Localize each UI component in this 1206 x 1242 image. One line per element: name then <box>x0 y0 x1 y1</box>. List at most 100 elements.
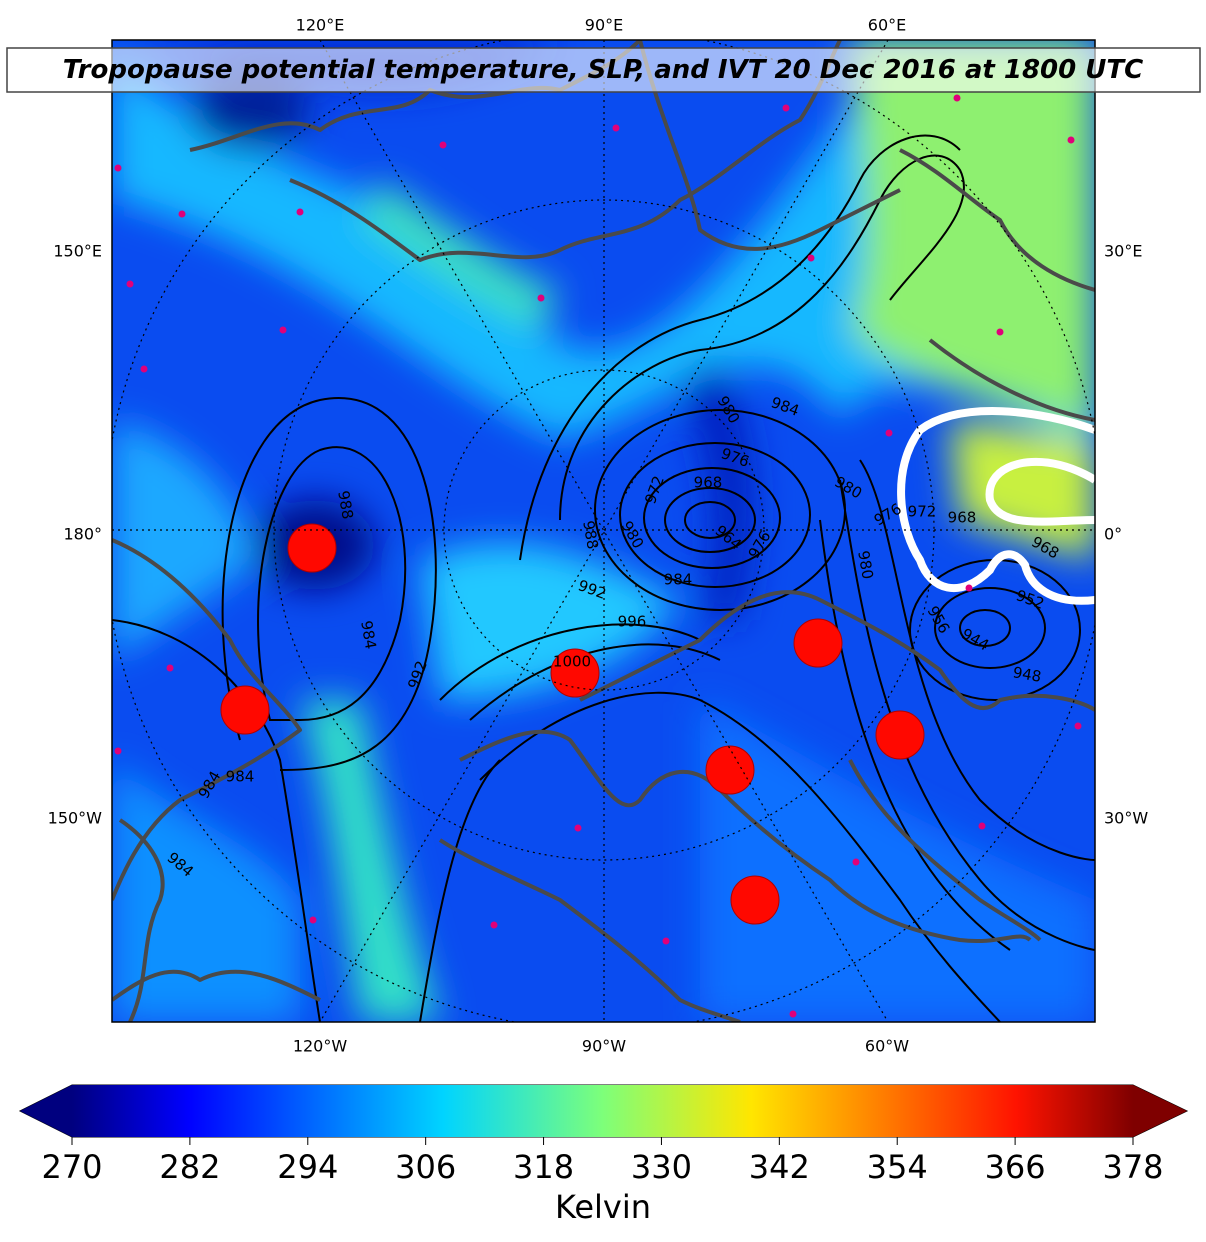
longitude-labels: 120°E 90°E 60°E 120°W 90°W 60°W 150°E 180° 150°W… <box>48 16 1149 1056</box>
coastlines-part <box>112 538 302 901</box>
ivt-markers-part <box>287 523 337 573</box>
colorbar-tick-label: 282 <box>159 1148 220 1186</box>
slp-contours-part <box>839 479 1095 951</box>
station-markers-part <box>1074 722 1082 730</box>
slp-contours-part <box>819 519 1011 951</box>
coastlines-part <box>848 759 1042 942</box>
colorbar-label: Kelvin <box>555 1188 651 1226</box>
station-markers-part <box>309 916 317 924</box>
longitude-label: 120°E <box>296 16 345 35</box>
coastlines-part <box>289 40 842 262</box>
slp-contours-part <box>519 134 961 561</box>
slp-contours-part <box>479 691 1001 1022</box>
station-markers-part <box>662 937 670 945</box>
coastlines-part <box>579 590 1095 712</box>
station-markers-part <box>852 858 860 866</box>
slp-contours-part <box>469 643 721 721</box>
ivt-contour-part <box>897 407 1095 605</box>
station-markers-part <box>114 747 122 755</box>
station-markers-part <box>574 824 582 832</box>
temperature-field-part <box>112 420 260 660</box>
station-markers-part <box>953 94 961 102</box>
title-box <box>6 47 1201 93</box>
colorbar-tick-label: 318 <box>513 1148 574 1186</box>
colorbar <box>72 1085 1133 1137</box>
slp-contours-part <box>684 501 736 539</box>
slp-contours-part <box>559 154 965 521</box>
longitude-label: 120°W <box>293 1037 348 1056</box>
longitude-label: 90°W <box>582 1037 626 1056</box>
station-markers-part <box>612 124 620 132</box>
contour-label: 980 <box>854 549 877 580</box>
station-markers-part <box>978 822 986 830</box>
slp-contours-part <box>112 619 321 1022</box>
station-markers-part <box>996 328 1004 336</box>
contour-label: 988 <box>334 489 357 520</box>
slp-contours-part <box>221 397 437 771</box>
station-markers-part <box>296 208 304 216</box>
colorbar-tick-label: 342 <box>749 1148 810 1186</box>
station-markers-part <box>279 326 287 334</box>
coastlines-part <box>438 838 741 1022</box>
station-markers-part <box>1067 136 1075 144</box>
colorbar-ticks: 270 282 294 306 318 330 342 354 366 378 <box>41 1137 1164 1186</box>
coastlines-part <box>118 818 165 1022</box>
slp-contours-part <box>619 442 811 588</box>
ivt-contour-part <box>985 457 1095 526</box>
longitude-label: 150°E <box>53 242 102 261</box>
coastlines-part <box>112 969 321 1002</box>
coastlines-part <box>899 148 1095 292</box>
contour-label: 1000 <box>553 653 591 671</box>
station-markers <box>114 94 1082 1018</box>
station-markers-part <box>439 141 447 149</box>
longitude-label: 30°W <box>1104 809 1148 828</box>
temperature-field-part <box>112 760 300 1022</box>
colorbar-tick-label: 306 <box>395 1148 456 1186</box>
slp-contours-part <box>257 446 407 721</box>
slp-contours-part <box>664 487 756 553</box>
slp-contours-part <box>959 609 1011 647</box>
longitude-label: 180° <box>63 525 102 544</box>
station-markers-part <box>178 210 186 218</box>
map-title: Tropopause potential temperature, SLP, a… <box>63 55 1143 85</box>
ivt-markers-part <box>220 685 270 735</box>
station-markers-part <box>537 294 545 302</box>
colorbar-tick-label: 270 <box>41 1148 102 1186</box>
coastlines-part <box>638 40 901 251</box>
longitude-label: 150°W <box>48 809 103 828</box>
contour-label: 984 <box>664 571 693 589</box>
temperature-field-part <box>360 180 560 330</box>
longitude-label: 0° <box>1104 525 1122 544</box>
contour-label: 984 <box>357 619 380 650</box>
slp-contours-part <box>934 587 1046 669</box>
longitude-label: 90°E <box>585 16 623 35</box>
station-markers-part <box>114 164 122 172</box>
colorbar-tick-label: 354 <box>867 1148 928 1186</box>
temperature-field-part <box>680 360 754 620</box>
contour-label: 948 <box>1011 663 1042 686</box>
contour-label: 996 <box>618 613 647 631</box>
station-markers-part <box>885 429 893 437</box>
station-markers-part <box>490 921 498 929</box>
station-markers-part <box>140 365 148 373</box>
colorbar-tick-label: 366 <box>985 1148 1046 1186</box>
colorbar-low-extend <box>20 1085 72 1137</box>
temperature-field-part <box>300 700 440 1022</box>
station-markers-part <box>782 104 790 112</box>
station-markers-part <box>965 584 973 592</box>
longitude-label: 30°E <box>1104 242 1142 261</box>
longitude-label: 60°E <box>868 16 906 35</box>
colorbar-tick-label: 378 <box>1102 1148 1163 1186</box>
map-frame <box>111 39 1096 1023</box>
station-markers-part <box>166 664 174 672</box>
coastlines-part <box>928 338 1095 422</box>
longitude-label: 60°W <box>865 1037 909 1056</box>
colorbar-high-extend <box>1133 1085 1187 1137</box>
ivt-markers-part <box>705 745 755 795</box>
contour-label: 984 <box>226 768 255 786</box>
temperature-field-part <box>112 40 1095 460</box>
contour-label: 968 <box>694 474 723 492</box>
